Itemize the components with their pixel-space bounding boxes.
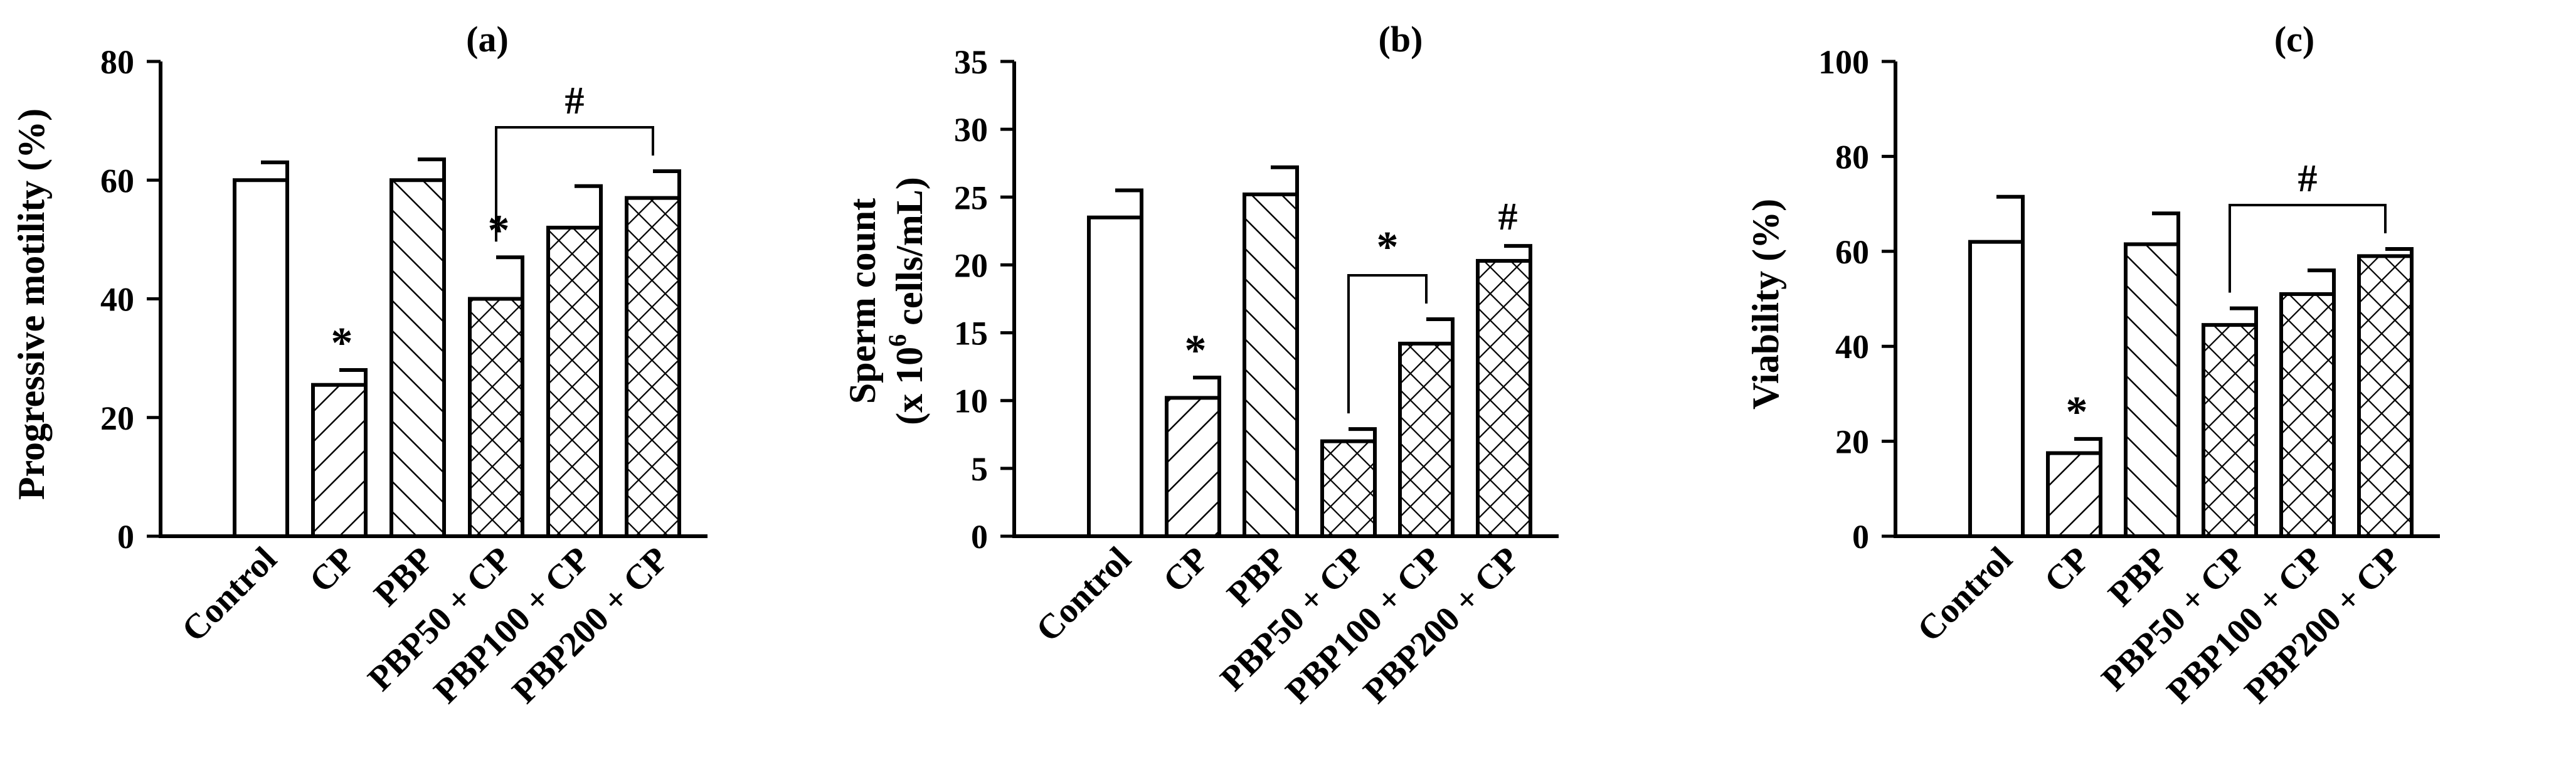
x-tick-label: Control [1029, 539, 1138, 649]
x-tick-label: CP [2037, 539, 2098, 600]
bar [546, 225, 603, 538]
y-tick-label: 0 [1852, 518, 1869, 556]
y-axis-label: Viability (%) [1745, 199, 1786, 410]
panel-b: (b) Sperm count (x 106 cells/mL) 0 5 10 15 20… [842, 19, 1559, 711]
x-tick-label: Control [1910, 539, 2020, 649]
y-tick-label: 0 [971, 518, 988, 556]
bar [1476, 258, 1532, 538]
bar [1165, 396, 1221, 538]
bar [2124, 242, 2180, 538]
y-tick-label: 100 [1818, 43, 1869, 81]
x-tick-label: CP [1156, 539, 1217, 600]
panel-title: (b) [1379, 19, 1423, 60]
bracket-symbol: # [2298, 157, 2318, 200]
y-tick-label: 80 [100, 43, 134, 81]
y-tick-label: 20 [100, 399, 134, 437]
bar [233, 178, 289, 538]
significance-marker: * [331, 319, 353, 368]
units-prefix: (x 10 [889, 347, 930, 425]
y-tick-label: 60 [1835, 233, 1869, 271]
significance-marker: * [488, 206, 510, 255]
x-tick-label: CP [302, 539, 363, 600]
bar [1398, 341, 1455, 538]
bar [1087, 215, 1143, 538]
bracket-symbol: # [565, 80, 585, 122]
bar [311, 383, 368, 538]
y-tick-label: 0 [117, 518, 134, 556]
bar [1320, 439, 1377, 538]
bar [2046, 451, 2102, 539]
significance-bracket [2229, 204, 2387, 293]
significance-bracket [1347, 273, 1428, 414]
y-tick-label: 15 [954, 315, 988, 352]
y-axis-label: Sperm count [842, 198, 883, 404]
bar [2279, 292, 2336, 538]
y-tick-label: 5 [971, 450, 988, 488]
y-tick-label: 25 [954, 179, 988, 216]
y-tick-label: 40 [1835, 328, 1869, 366]
bar [390, 178, 446, 538]
bar [1968, 240, 2025, 538]
y-tick-label: 20 [1835, 423, 1869, 461]
y-tick-label: 10 [954, 383, 988, 420]
y-axis-label-units: (x 106 cells/mL) [883, 177, 930, 425]
panel-a: (a) Progressive motility (%) 0 20 40 60 80 Co… [11, 19, 708, 711]
x-tick-label: Control [174, 539, 284, 649]
significance-bracket [495, 126, 654, 242]
y-tick-label: 35 [954, 43, 988, 81]
y-tick-label: 20 [954, 246, 988, 284]
y-axis-label: Progressive motility (%) [11, 108, 52, 500]
bar [625, 196, 681, 538]
units-suffix: cells/mL) [889, 177, 930, 325]
significance-marker: * [2066, 388, 2088, 436]
significance-marker: # [1498, 196, 1518, 238]
bar [2202, 323, 2258, 538]
bar [2357, 254, 2414, 538]
bracket-symbol: * [1377, 223, 1399, 272]
panel-title: (c) [2274, 19, 2314, 60]
y-tick-label: 40 [100, 281, 134, 319]
bar [1243, 192, 1299, 538]
significance-marker: * [1185, 327, 1207, 375]
y-tick-label: 30 [954, 111, 988, 149]
y-tick-label: 80 [1835, 138, 1869, 176]
y-tick-label: 60 [100, 162, 134, 199]
units-exponent: 6 [883, 334, 911, 347]
panel-title: (a) [466, 19, 509, 60]
bar [468, 297, 524, 538]
